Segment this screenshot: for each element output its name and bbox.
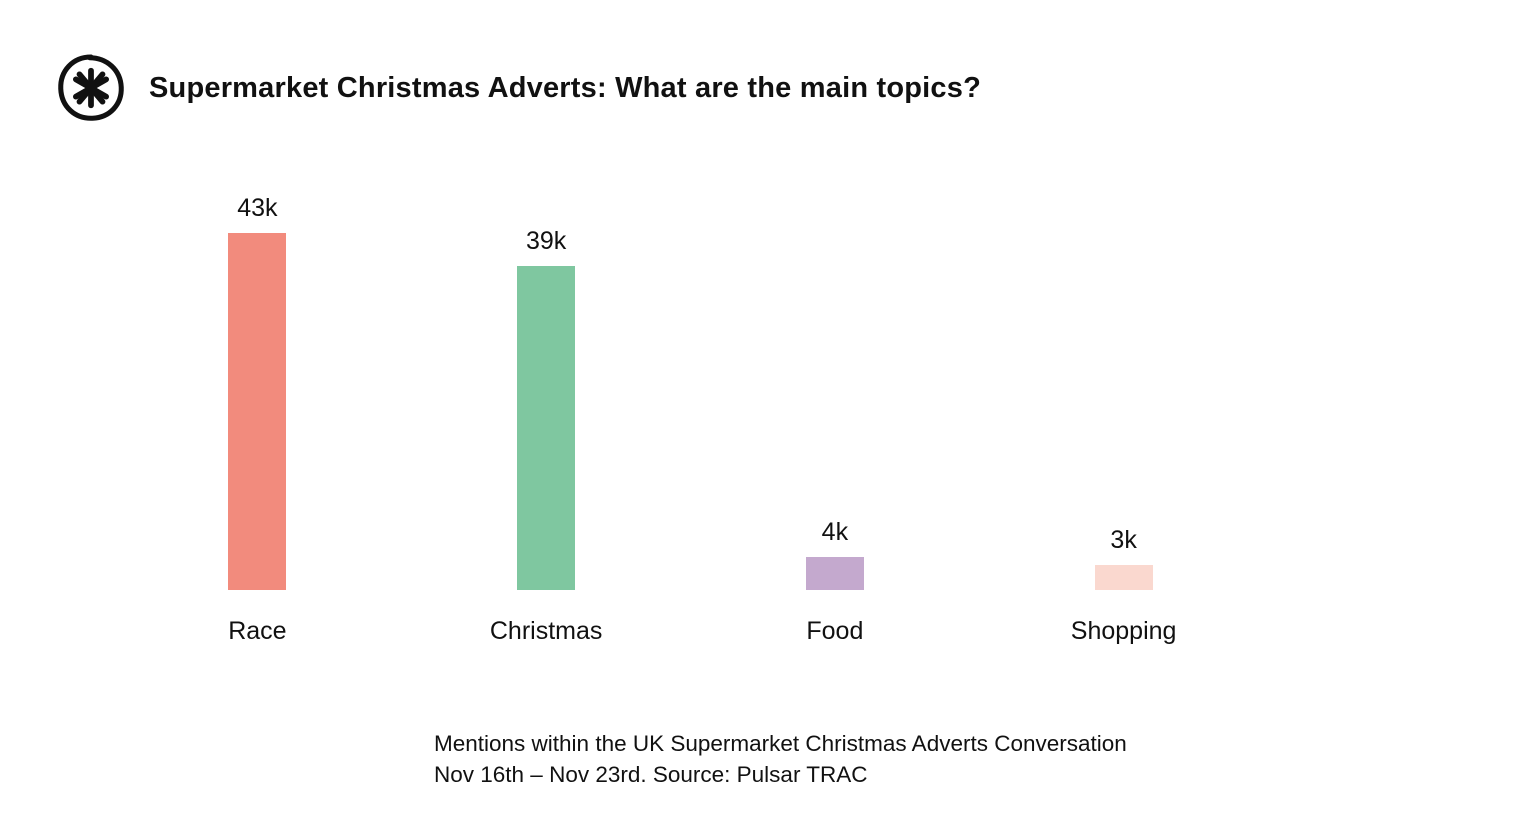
chart-caption: Mentions within the UK Supermarket Chris… xyxy=(434,728,1127,790)
category-label-race: Race xyxy=(228,617,287,645)
caption-line-2: Nov 16th – Nov 23rd. Source: Pulsar TRAC xyxy=(434,762,868,787)
bar-food xyxy=(805,557,864,590)
chart-category-labels: Race Christmas Food Shopping xyxy=(113,617,1268,646)
bar-shopping xyxy=(1094,565,1153,590)
bar-value-label: 3k xyxy=(1110,526,1137,554)
bar-value-label: 39k xyxy=(525,227,567,255)
page-title: Supermarket Christmas Adverts: What are … xyxy=(149,71,982,104)
category-label-christmas: Christmas xyxy=(489,617,603,645)
pulsar-asterisk-logo-icon xyxy=(58,54,124,121)
category-label-food: Food xyxy=(806,617,864,645)
bar-christmas xyxy=(517,266,576,590)
bar-value-label: 4k xyxy=(821,518,849,546)
chart-plot: 43k 39k 4k 3k xyxy=(113,170,1268,590)
bar-race xyxy=(228,233,287,590)
bar-column-christmas: 39k xyxy=(402,170,691,590)
bar-column-shopping: 3k xyxy=(979,170,1268,590)
bar-value-label: 43k xyxy=(237,194,278,222)
caption-line-1: Mentions within the UK Supermarket Chris… xyxy=(434,731,1127,756)
bar-column-food: 4k xyxy=(691,170,980,590)
header: Supermarket Christmas Adverts: What are … xyxy=(55,52,981,124)
category-label-shopping: Shopping xyxy=(1070,617,1177,645)
bar-column-race: 43k xyxy=(113,170,402,590)
